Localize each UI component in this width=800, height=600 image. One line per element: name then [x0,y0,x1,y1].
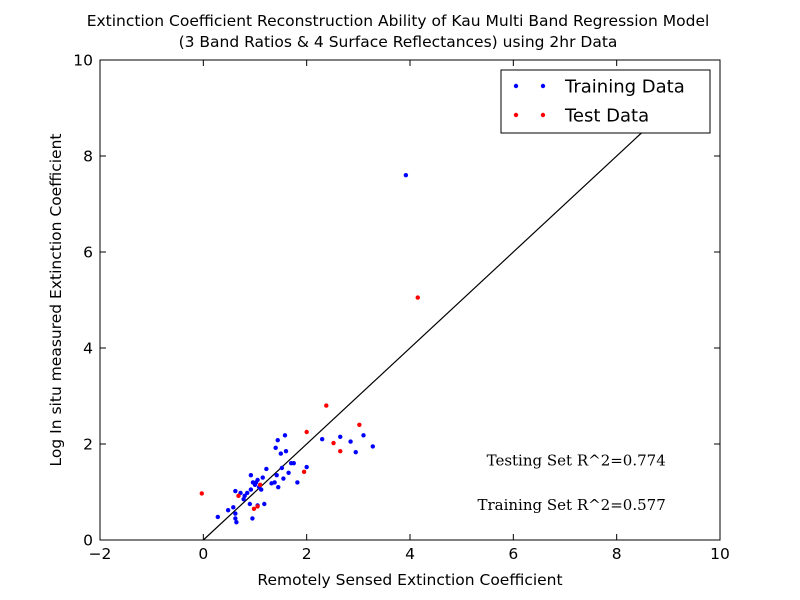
training-data-point [275,437,280,443]
training-data-point [370,444,375,449]
test-data-point [255,504,260,509]
training-data-point [260,475,265,480]
training-data-point [248,473,254,478]
test-data-point [199,491,204,496]
test-data-point [301,469,307,475]
training-data-point [259,487,264,492]
y-tick-label: 0 [83,532,93,550]
y-tick-label: 4 [83,340,93,358]
legend-marker [513,83,519,89]
x-tick-label: 4 [405,545,415,563]
training-data-point [304,464,309,470]
training-data-point [231,505,236,510]
training-data-point [276,485,281,490]
test-data-point [331,440,336,446]
training-data-point [245,490,250,496]
training-data-point [291,461,296,466]
y-axis-label: Log In situ measured Extinction Coeffici… [47,134,65,467]
legend: Training Data Test Data [500,69,711,134]
training-data-point [278,451,284,456]
legend-marker [540,112,546,118]
y-tick-label: 6 [83,244,93,262]
x-tick-label: 8 [612,545,622,563]
r-squared-annotation: Training Set R^2=0.577 [477,496,665,514]
training-data-point [281,476,286,481]
training-data-point [282,433,288,438]
legend-label: Test Data [564,106,649,127]
y-tick-label: 2 [83,436,93,454]
training-data-point [255,477,260,483]
test-data-point [415,295,420,300]
x-tick-label: 6 [508,545,518,563]
chart-subtitle: (3 Band Ratios & 4 Surface Reflectances)… [179,33,618,51]
y-tick-label: 8 [83,148,93,166]
legend-items: Training Data Test Data [513,77,685,127]
plot-area-frame [99,59,721,541]
x-axis-label: Remotely Sensed Extinction Coefficient [257,571,562,589]
y-tick-labels: 0 2 4 6 8 10 [73,52,93,550]
training-data-point [262,501,267,507]
training-data-point [233,516,238,521]
training-data-point [273,445,278,451]
x-tick-label: 10 [710,545,730,563]
training-data-point [234,520,239,525]
training-data-point [215,514,220,520]
training-data-point [319,437,325,442]
training-data-point [225,508,231,513]
test-data-point [236,493,241,499]
training-data-point [403,173,409,178]
legend-label: Training Data [564,77,685,98]
reference-line-layer [202,131,643,541]
training-data-point [286,470,291,475]
legend-marker [513,112,519,118]
test-data-point [324,403,329,408]
training-data-point [241,497,246,502]
annotations: Testing Set R^2=0.774 Training Set R^2=0.… [477,452,665,515]
training-data-point [353,449,358,455]
training-data-point [279,465,285,471]
training-data-point [233,488,238,494]
x-tick-label: 2 [302,545,312,563]
y-tick-label: 10 [73,52,93,70]
test-data-point [257,482,263,487]
test-data-point [338,449,343,454]
training-data-point [361,433,366,438]
training-data-point [248,487,254,492]
test-data-point [357,422,362,427]
training-data-point [274,473,279,478]
training-data-point [295,480,300,485]
training-data-point [250,516,255,521]
x-tick-label: 0 [198,545,208,563]
r-squared-annotation: Testing Set R^2=0.774 [487,452,666,470]
training-data-point [338,434,343,439]
test-data-point [304,429,309,435]
chart-title: Extinction Coefficient Reconstruction Ab… [87,12,710,30]
training-data-point [242,493,247,499]
training-data-point [247,501,253,507]
training-data-point [233,511,238,516]
reference-line [202,131,643,541]
training-data-point [272,480,277,485]
test-data-point [251,506,257,511]
data-points-layer [199,173,420,525]
training-data-point [264,466,269,472]
legend-marker [540,83,546,89]
legend-box [500,69,711,134]
training-data-point [283,449,289,454]
training-data-point [348,439,353,444]
x-tick-labels: −2 0 2 4 6 8 10 [89,545,730,563]
x-tick-label: −2 [89,545,112,563]
